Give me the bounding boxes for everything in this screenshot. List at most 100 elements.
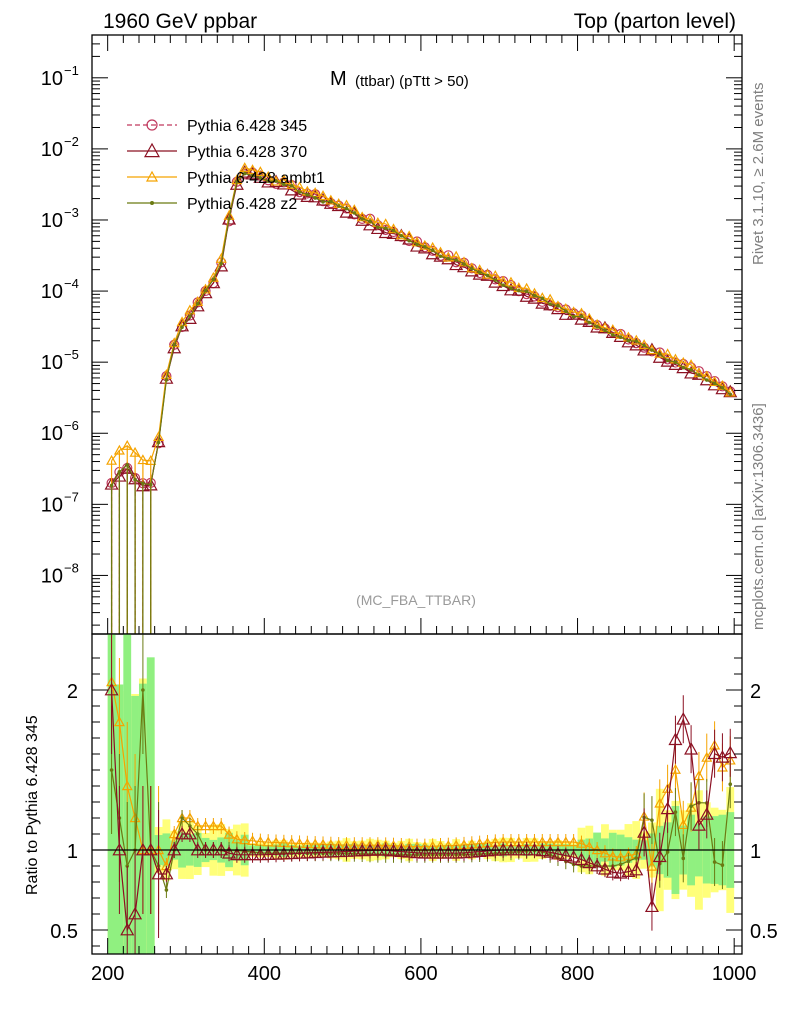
series-0	[106, 167, 736, 634]
ratio-series-group	[92, 634, 742, 954]
y-tick-exponent: −4	[64, 276, 79, 291]
ratio-point-triangle	[425, 845, 440, 859]
x-tick-label: 600	[404, 963, 437, 985]
data-point-triangle	[709, 376, 721, 387]
ratio-y-tick-label: 1	[67, 841, 78, 863]
ratio-series-line	[111, 689, 731, 933]
data-point-triangle	[325, 194, 337, 205]
series-line	[111, 172, 731, 484]
data-point-triangle	[182, 311, 197, 324]
data-point-triangle	[387, 223, 400, 234]
data-point-triangle	[284, 182, 299, 196]
ratio-point-triangle	[629, 862, 644, 876]
ratio-point-triangle	[433, 845, 448, 859]
ratio-y-tick-label-right: 2	[750, 681, 761, 703]
series-line	[111, 172, 731, 486]
ratio-point-triangle	[168, 828, 180, 839]
data-point-triangle	[519, 289, 534, 302]
ratio-point-triangle	[644, 899, 659, 913]
data-point-triangle	[449, 257, 464, 271]
x-tick-label: 800	[561, 963, 594, 985]
ratio-y-tick-label: 0.5	[50, 921, 78, 943]
y-tick-label: 10	[41, 281, 63, 303]
series-line	[111, 167, 731, 462]
y-tick-exponent: −3	[64, 205, 79, 220]
y-tick-exponent: −7	[64, 489, 79, 504]
data-point-triangle	[644, 342, 659, 356]
x-tick-label: 200	[91, 963, 124, 985]
series-3	[109, 171, 733, 634]
data-point-triangle	[646, 344, 658, 355]
ratio-ylabel: Ratio to Pythia 6.428 345	[24, 715, 41, 895]
header-right: Top (parton level)	[574, 10, 736, 33]
legend-marker	[143, 142, 161, 158]
data-point-triangle	[106, 454, 118, 465]
data-point-triangle	[129, 446, 141, 457]
data-point-triangle	[286, 178, 298, 189]
data-point-triangle	[425, 246, 440, 260]
y-tick-exponent: −5	[64, 347, 79, 362]
legend-entry: Pythia 6.428 370	[127, 142, 307, 161]
ratio-series-r370	[104, 634, 738, 954]
data-point-triangle	[292, 187, 307, 200]
legend-entry: Pythia 6.428 ambt1	[127, 170, 325, 187]
data-point-triangle	[184, 304, 196, 315]
y-tick-label: 10	[41, 139, 63, 161]
y-tick-exponent: −6	[64, 418, 79, 433]
main-title: M (ttbar) (pTtt > 50)	[330, 68, 469, 90]
y-tick-exponent: −2	[64, 134, 79, 149]
y-tick-exponent: −1	[64, 63, 79, 78]
legend-entry: Pythia 6.428 z2	[127, 196, 297, 213]
ratio-point-triangle	[676, 712, 691, 725]
ratio-point-dot	[109, 768, 114, 772]
y-tick-exponent: −8	[64, 560, 79, 575]
data-point-triangle	[137, 454, 149, 465]
data-point-triangle	[151, 434, 166, 448]
ratio-point-triangle	[677, 819, 689, 830]
legend-label: Pythia 6.428 z2	[187, 196, 297, 213]
data-point-triangle	[676, 360, 691, 374]
data-point-triangle	[121, 439, 133, 450]
ratio-panel: 0.5 0.5 1 1 2 2 200 400 600 800 1000 Ratio to Pyth…	[24, 633, 778, 985]
ratio-bands	[107, 634, 735, 954]
main-series-group	[104, 162, 738, 634]
series-2	[106, 162, 736, 634]
ratio-point-triangle	[652, 849, 667, 863]
legend-label: Pythia 6.428 ambt1	[187, 170, 325, 187]
legend: Pythia 6.428 345 Pythia 6.428 370 Pythia 6…	[127, 118, 325, 213]
ratio-point-triangle	[707, 746, 722, 760]
data-point-triangle	[239, 162, 251, 173]
ratio-point-triangle	[245, 847, 260, 861]
ratio-ticks: 0.5 0.5 1 1 2 2 200 400 600 800 1000	[50, 657, 778, 985]
ratio-y-tick-label-right: 1	[750, 841, 761, 863]
legend-marker	[145, 170, 159, 182]
ratio-y-tick-label: 2	[67, 681, 78, 703]
series-line	[111, 171, 731, 487]
y-tick-label: 10	[41, 565, 63, 587]
y-tick-label: 10	[41, 210, 63, 232]
ratio-y-tick-label-right: 0.5	[750, 921, 778, 943]
ratio-point-triangle	[223, 828, 235, 839]
ratio-point-triangle	[121, 780, 133, 791]
y-tick-label: 10	[41, 352, 63, 374]
x-tick-label: 1000	[712, 963, 757, 985]
data-point-triangle	[113, 444, 125, 455]
header-left: 1960 GeV ppbar	[103, 10, 257, 33]
legend-marker	[150, 201, 154, 205]
legend-label: Pythia 6.428 370	[187, 144, 307, 161]
x-tick-label: 400	[248, 963, 281, 985]
ratio-point-triangle	[699, 807, 714, 820]
ratio-point-triangle	[441, 845, 456, 859]
y-tick-label: 10	[41, 423, 63, 445]
ratio-point-triangle	[691, 818, 706, 831]
main-ticks: 10−110−210−310−410−510−610−710−8	[41, 34, 742, 634]
analysis-tag: (MC_FBA_TTBAR)	[356, 592, 476, 608]
ratio-point-triangle	[660, 801, 675, 815]
legend-label: Pythia 6.428 345	[187, 118, 307, 135]
data-point-triangle	[200, 283, 212, 294]
ratio-point-triangle	[120, 922, 135, 936]
ratio-point-dot	[728, 782, 733, 786]
ratio-point-triangle	[723, 745, 738, 759]
ratio-frame	[91, 633, 743, 955]
